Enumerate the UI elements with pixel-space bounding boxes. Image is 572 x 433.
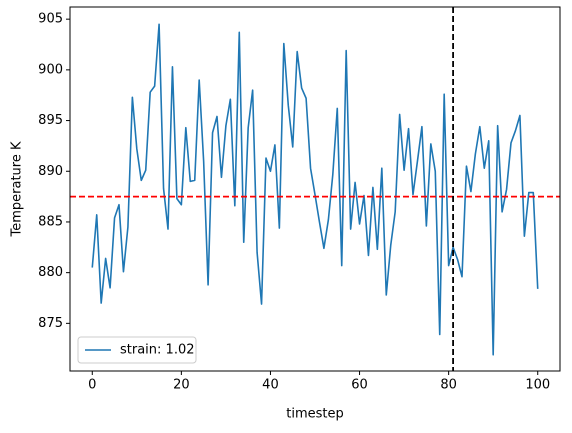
x-tick-label: 20 (173, 378, 190, 393)
legend-box (77, 336, 197, 364)
y-tick-label: 885 (38, 214, 63, 229)
y-tick-label: 875 (38, 316, 63, 331)
x-tick-label: 40 (262, 378, 279, 393)
x-axis-label: timestep (286, 407, 344, 422)
data-line (91, 23, 539, 356)
x-tick-label: 80 (440, 378, 457, 393)
plot-frame (69, 6, 561, 372)
x-tick-label: 100 (525, 378, 550, 393)
y-tick-label: 895 (38, 113, 63, 128)
y-tick-label: 880 (38, 265, 63, 280)
x-tick-label: 60 (351, 378, 368, 393)
y-tick-label: 905 (38, 12, 63, 27)
legend-label: strain: 1.02 (120, 343, 195, 358)
x-tick-label: 0 (88, 378, 96, 393)
y-tick-label: 900 (38, 62, 63, 77)
y-axis-label: Temperature K (10, 141, 25, 237)
y-tick-label: 890 (38, 164, 63, 179)
